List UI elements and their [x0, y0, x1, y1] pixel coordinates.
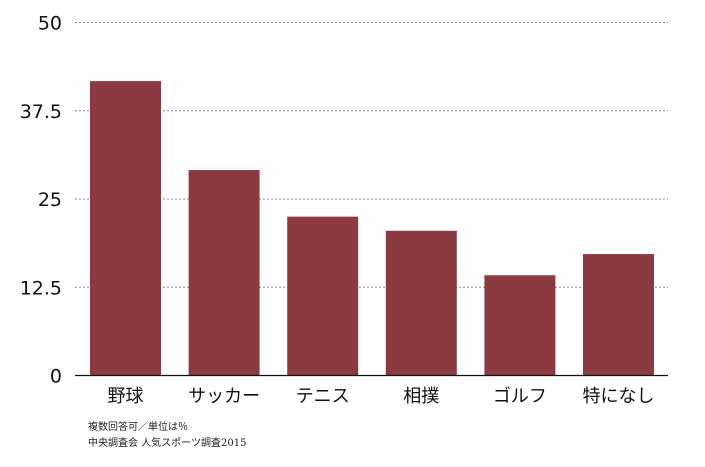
bar [287, 216, 359, 376]
bar [90, 81, 161, 376]
x-tick-label: 特になし [583, 386, 655, 407]
footnote-source: 中央調査会 人気スポーツ調査2015 [88, 438, 247, 449]
bar [484, 275, 556, 376]
bar [188, 170, 260, 376]
y-tick-label: 50 [38, 13, 62, 35]
footnote-answer-unit: 複数回答可／単位は％ [88, 422, 188, 433]
x-tick-label: サッカー [188, 386, 260, 407]
y-tick-label: 12.5 [20, 277, 62, 299]
x-tick-label: 相撲 [403, 386, 439, 407]
bar [385, 230, 457, 376]
x-tick-label: ゴルフ [493, 386, 547, 407]
x-tick-label: 野球 [108, 386, 144, 407]
y-tick-label: 0 [50, 366, 62, 388]
bar [583, 254, 654, 376]
y-tick-label: 37.5 [20, 101, 62, 123]
x-tick-label: テニス [296, 386, 350, 407]
y-tick-label: 25 [38, 189, 62, 211]
